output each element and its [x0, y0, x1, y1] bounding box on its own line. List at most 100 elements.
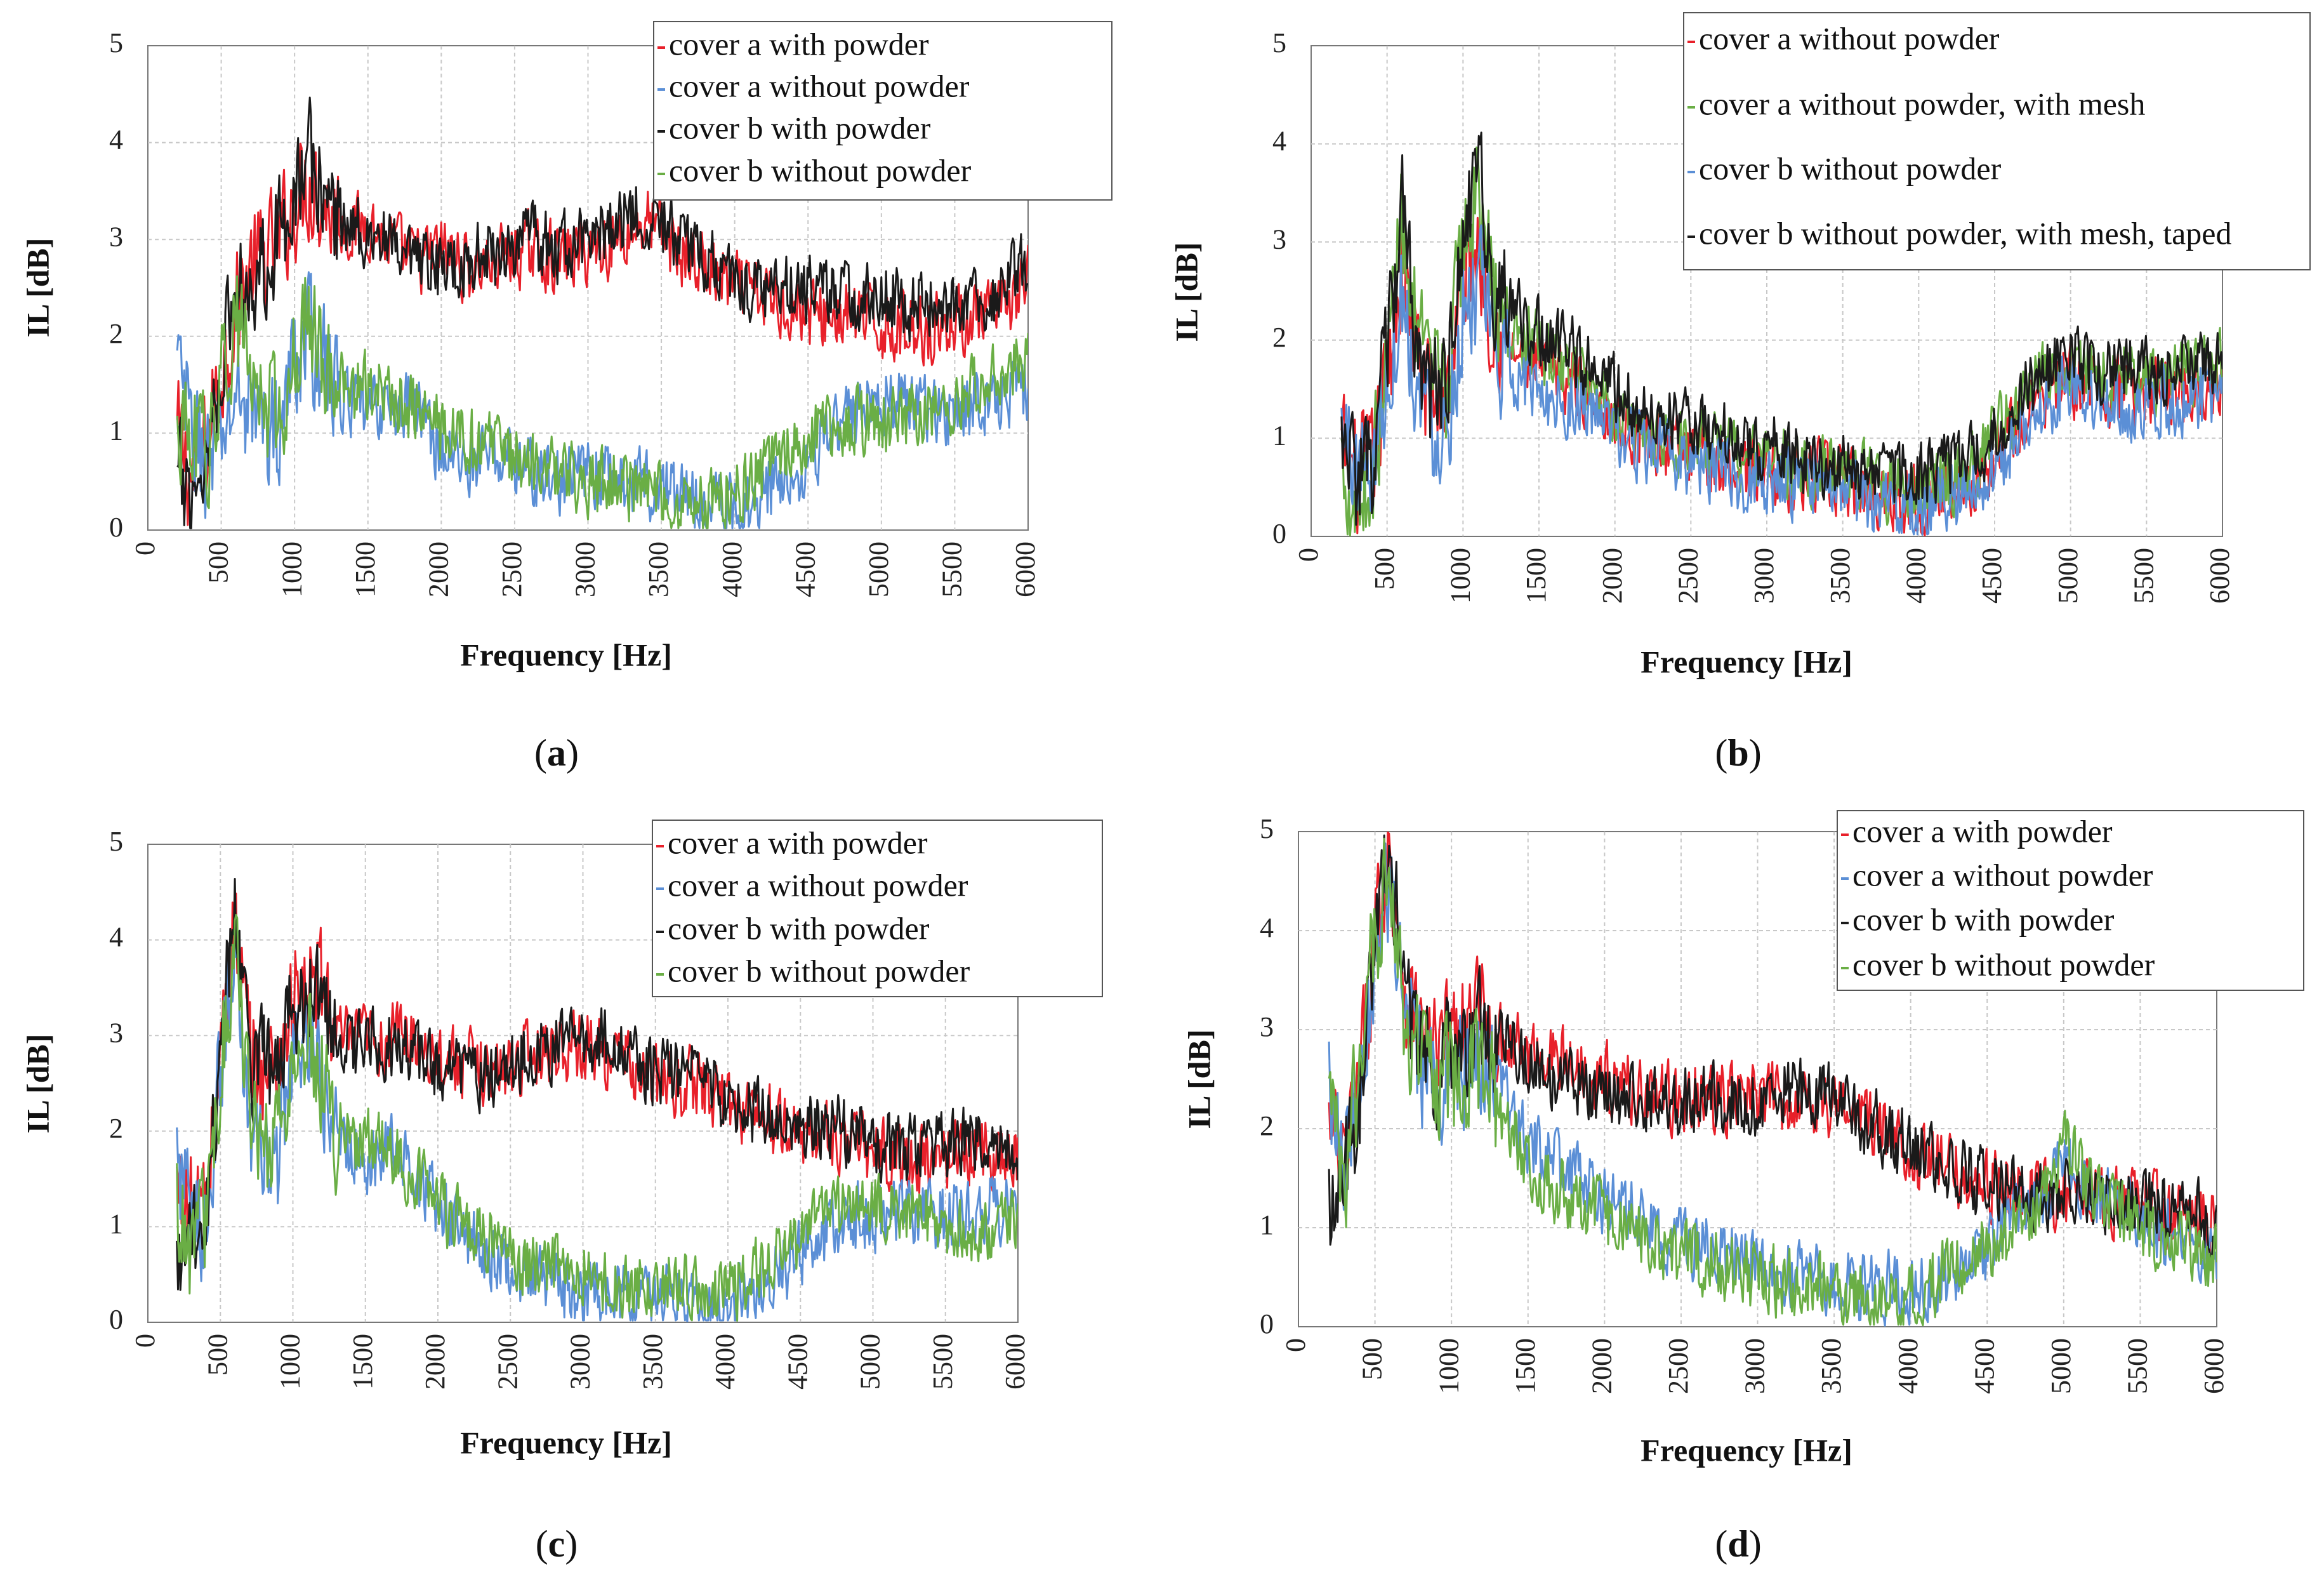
- x-tick-label: 2000: [419, 1334, 451, 1390]
- x-tick-label: 5000: [855, 1334, 886, 1390]
- x-tick-label: 4500: [1976, 548, 2007, 604]
- x-tick-label: 5500: [927, 1334, 958, 1390]
- series-line-3: [176, 878, 1018, 1291]
- legend-box: [1837, 810, 2304, 991]
- legend-entry-1: cover a with powder: [1852, 813, 2113, 849]
- series-line-1: [1328, 832, 2217, 1263]
- legend-entry-1: cover a with powder: [668, 825, 928, 860]
- x-tick-label: 6000: [2198, 1338, 2229, 1394]
- y-tick-label: 4: [109, 922, 123, 953]
- x-tick-label: 4500: [782, 1334, 813, 1390]
- x-tick-label: 5000: [2052, 548, 2083, 604]
- x-tick-label: 3000: [570, 541, 601, 597]
- x-tick-label: 3000: [1748, 548, 1779, 604]
- x-tick-label: 4000: [710, 1334, 741, 1390]
- x-tick-label: 0: [129, 1334, 161, 1348]
- series-group: [1340, 131, 2222, 536]
- chart-panel-d: 0 500 1000 1500 2000 2500 3000 3500 4000 4500 5000…: [1181, 810, 2304, 1565]
- y-tick-label: 5: [1272, 27, 1286, 58]
- y-axis-title: IL [dB]: [20, 237, 55, 337]
- x-tick-label: 500: [202, 1334, 233, 1376]
- y-tick-label: 0: [109, 1304, 123, 1335]
- x-tick-label: 5500: [2122, 1338, 2153, 1394]
- x-tick-label: 1000: [1444, 548, 1476, 604]
- y-tick-label: 1: [109, 1208, 123, 1239]
- x-tick-label: 1500: [350, 541, 381, 597]
- x-tick-label: 1000: [275, 1334, 306, 1390]
- series-line-4: [176, 913, 1018, 1322]
- panel-label: (a): [534, 732, 579, 774]
- y-tick-label: 0: [109, 512, 123, 543]
- legend-entry-1: cover a with powder: [669, 26, 929, 62]
- y-tick-label: 1: [109, 415, 123, 446]
- panel-label: (b): [1715, 732, 1761, 774]
- legend: cover a with powder cover a without powde…: [1837, 810, 2304, 991]
- legend-box: [1683, 12, 2311, 270]
- series-group: [1328, 832, 2217, 1327]
- x-tick-label: 2000: [1597, 548, 1628, 604]
- legend: cover a with powder cover a without powde…: [653, 21, 1112, 201]
- chart-panel-b: 0 500 1000 1500 2000 2500 3000 3500 4000 4500 5000…: [1168, 12, 2311, 774]
- series-group: [176, 878, 1018, 1322]
- series-line-4: [176, 275, 1028, 529]
- x-tick-label: 6000: [2204, 548, 2235, 604]
- y-tick-label: 0: [1260, 1308, 1274, 1339]
- x-tick-label: 4500: [1969, 1338, 2000, 1394]
- y-tick-label: 3: [1260, 1011, 1274, 1042]
- y-tick-label: 1: [1260, 1209, 1274, 1240]
- x-tick-label: 3500: [643, 541, 674, 597]
- y-tick-label: 5: [1260, 813, 1274, 844]
- x-tick-label: 3500: [1816, 1338, 1847, 1394]
- legend-entry-4: cover b without powder: [669, 152, 972, 188]
- x-tick-label: 1500: [1521, 548, 1552, 604]
- y-tick-label: 2: [1272, 322, 1286, 353]
- legend-entry-2: cover a without powder: [1852, 857, 2153, 893]
- x-tick-label: 5000: [863, 541, 894, 597]
- x-tick-label: 2000: [1586, 1338, 1617, 1394]
- x-tick-label: 1000: [1433, 1338, 1464, 1394]
- legend-entry-2: cover a without powder: [669, 68, 970, 103]
- legend-entry-2: cover a without powder, with mesh: [1699, 86, 2145, 121]
- x-tick-label: 4000: [1892, 1338, 1924, 1394]
- panel-label: (c): [536, 1523, 578, 1565]
- panel-label: (d): [1715, 1523, 1761, 1565]
- legend-box: [652, 820, 1103, 997]
- x-tick-label: 3500: [637, 1334, 668, 1390]
- x-tick-label: 2000: [423, 541, 454, 597]
- x-tick-label: 4000: [1900, 548, 1931, 604]
- x-tick-label: 6000: [1000, 1334, 1031, 1390]
- x-tick-label: 6000: [1010, 541, 1041, 597]
- chart-panel-c: 0 500 1000 1500 2000 2500 3000 3500 4000 4500 5000…: [20, 820, 1103, 1565]
- legend: cover a without powder cover a without po…: [1683, 12, 2311, 270]
- x-tick-label: 3000: [565, 1334, 596, 1390]
- y-tick-label: 4: [109, 124, 123, 156]
- legend-entry-1: cover a without powder: [1699, 20, 2000, 56]
- series-group: [176, 96, 1028, 529]
- x-tick-label: 500: [203, 541, 234, 583]
- x-tick-label: 5000: [2045, 1338, 2076, 1394]
- y-tick-label: 2: [109, 318, 123, 349]
- x-axis-title: Frequency [Hz]: [1641, 1432, 1852, 1468]
- legend-entry-3: cover b without powder: [1699, 150, 2002, 186]
- legend-entry-4: cover b without powder, with mesh, taped: [1699, 215, 2231, 251]
- series-line-4: [1328, 837, 2217, 1327]
- y-tick-label: 0: [1272, 518, 1286, 549]
- legend-entry-3: cover b with powder: [1852, 901, 2115, 937]
- y-axis-title: IL [dB]: [20, 1033, 55, 1133]
- legend-entry-3: cover b with powder: [669, 110, 931, 145]
- y-axis-title: IL [dB]: [1181, 1029, 1217, 1129]
- y-tick-label: 4: [1272, 126, 1286, 157]
- x-tick-label: 3500: [1825, 548, 1856, 604]
- legend-entry-2: cover a without powder: [668, 867, 968, 903]
- x-tick-label: 5500: [937, 541, 968, 597]
- legend: cover a with powder cover a without powde…: [652, 820, 1103, 997]
- y-tick-label: 5: [109, 826, 123, 857]
- x-tick-label: 3000: [1740, 1338, 1771, 1394]
- series-line-3: [176, 96, 1028, 529]
- x-tick-label: 500: [1357, 1338, 1388, 1380]
- chart-panel-a: 0 500 1000 1500 2000 2500 3000 3500 4000 4500 5000…: [20, 21, 1112, 774]
- x-axis-title: Frequency [Hz]: [1641, 644, 1852, 679]
- y-tick-label: 3: [1272, 223, 1286, 255]
